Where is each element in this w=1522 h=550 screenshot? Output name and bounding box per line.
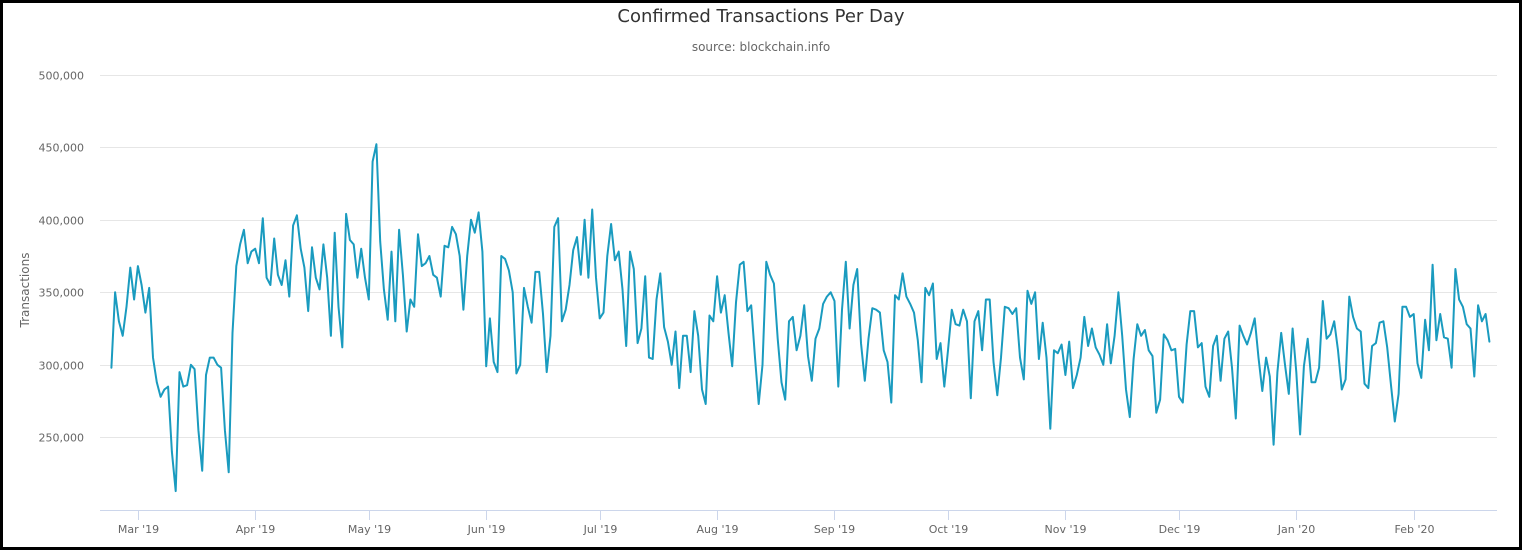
x-tick-label: May '19	[348, 523, 391, 536]
x-tick-label: Apr '19	[236, 523, 276, 536]
series-line	[110, 143, 1491, 493]
y-tick-label: 350,000	[39, 287, 85, 300]
x-tick-label: Feb '20	[1395, 523, 1435, 536]
x-tick-label: Jul '19	[583, 523, 618, 536]
x-tick-label: Nov '19	[1045, 523, 1087, 536]
y-axis-title: Transactions	[18, 253, 32, 329]
x-tick-label: Jan '20	[1277, 523, 1315, 536]
x-tick-label: Jun '19	[467, 523, 506, 536]
x-tick-label: Mar '19	[118, 523, 159, 536]
y-tick-label: 450,000	[39, 142, 85, 155]
y-tick-label: 500,000	[39, 70, 85, 83]
chart-title: Confirmed Transactions Per Day	[617, 6, 905, 27]
chart-subtitle: source: blockchain.info	[691, 40, 831, 54]
y-tick-label: 300,000	[39, 360, 85, 373]
x-tick-label: Sep '19	[814, 523, 855, 536]
x-axis: Mar '19 Apr '19 May '19 Jun '19 Jul '19 Aug '…	[100, 510, 1497, 536]
x-tick-label: Aug '19	[697, 523, 739, 536]
series-layer	[110, 143, 1491, 493]
x-tick-label: Oct '19	[929, 523, 969, 536]
x-tick-label: Dec '19	[1159, 523, 1201, 536]
y-tick-label: 400,000	[39, 215, 85, 228]
y-axis: 250,000 300,000 350,000 400,000 450,000 500,0…	[39, 70, 85, 445]
y-tick-label: 250,000	[39, 432, 85, 445]
